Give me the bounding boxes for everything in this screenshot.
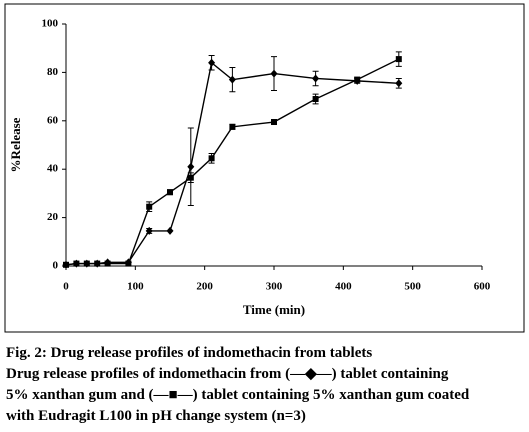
y-tick-label: 60 bbox=[47, 114, 59, 126]
marker-square bbox=[63, 261, 69, 268]
x-axis-label: Time (min) bbox=[243, 302, 305, 317]
x-tick-label: 300 bbox=[266, 281, 283, 293]
x-tick-label: 500 bbox=[404, 281, 421, 293]
marker-diamond bbox=[270, 69, 278, 78]
caption-line: Drug release profiles of indomethacin fr… bbox=[6, 366, 449, 382]
marker-diamond bbox=[208, 58, 216, 67]
marker-square bbox=[354, 76, 361, 83]
x-tick-label: 0 bbox=[63, 281, 69, 293]
x-tick-label: 200 bbox=[196, 281, 213, 293]
y-tick-label: 0 bbox=[53, 260, 59, 272]
x-tick-label: 400 bbox=[335, 281, 352, 293]
marker-diamond bbox=[395, 79, 403, 88]
y-tick-label: 100 bbox=[42, 18, 59, 30]
caption-body: Drug release profiles of indomethacin fr… bbox=[6, 366, 470, 424]
marker-square bbox=[312, 96, 319, 103]
series-line bbox=[65, 61, 399, 266]
caption-title: Fig. 2: Drug release profiles of indomet… bbox=[6, 345, 372, 361]
marker-square bbox=[271, 119, 277, 126]
marker-square bbox=[229, 123, 236, 130]
marker-diamond bbox=[228, 75, 236, 84]
marker-square bbox=[83, 260, 90, 267]
x-tick-label: 600 bbox=[474, 281, 491, 293]
marker-square bbox=[73, 260, 80, 267]
marker-square bbox=[146, 203, 153, 210]
figure-frame bbox=[4, 3, 525, 333]
marker-diamond bbox=[145, 226, 153, 235]
marker-diamond bbox=[166, 226, 174, 235]
marker-square bbox=[125, 260, 132, 267]
y-axis-label: %Release bbox=[8, 117, 23, 172]
marker-diamond bbox=[187, 162, 195, 171]
marker-square bbox=[208, 155, 215, 162]
caption-line: 5% xanthan gum and (—■—) tablet containi… bbox=[6, 387, 470, 403]
marker-square bbox=[104, 260, 111, 267]
marker-square bbox=[167, 189, 173, 196]
y-tick-label: 40 bbox=[47, 163, 59, 175]
x-tick-label: 100 bbox=[127, 281, 144, 293]
y-tick-label: 80 bbox=[47, 66, 59, 78]
marker-square bbox=[187, 174, 194, 181]
marker-square bbox=[94, 260, 101, 267]
marker-diamond bbox=[312, 74, 320, 83]
y-tick-label: 20 bbox=[47, 211, 59, 223]
caption-line: with Eudragit L100 in pH change system (… bbox=[6, 408, 306, 424]
marker-square bbox=[395, 56, 402, 63]
